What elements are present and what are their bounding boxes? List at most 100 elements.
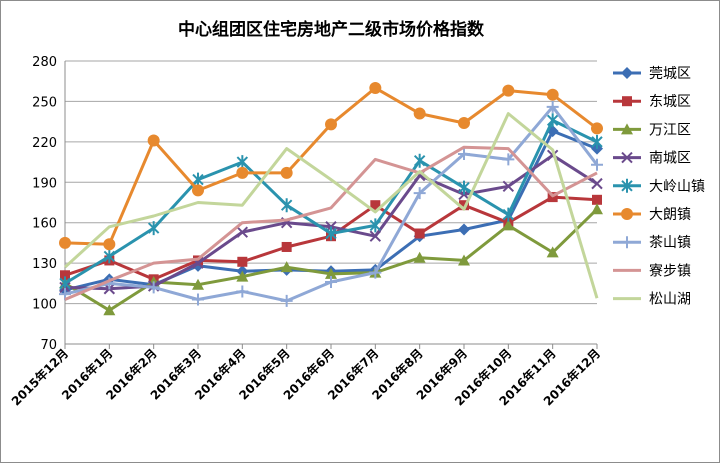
- data-point: [280, 198, 293, 213]
- y-tick-label: 130: [32, 257, 57, 272]
- series-9: [63, 112, 599, 299]
- data-point: [459, 200, 469, 211]
- y-tick-label: 70: [40, 338, 57, 353]
- data-point: [147, 134, 160, 147]
- legend-item: 莞城区: [613, 66, 691, 82]
- legend-label: 茶山镇: [649, 235, 691, 251]
- data-point: [237, 256, 248, 267]
- legend-label: 寮步镇: [649, 262, 691, 279]
- data-point: [502, 207, 515, 222]
- legend-label: 南城区: [649, 151, 691, 167]
- data-point: [369, 81, 382, 94]
- legend-marker: [621, 236, 633, 249]
- series-line: [64, 86, 598, 246]
- data-point: [325, 226, 337, 241]
- legend-item: 东城区: [613, 94, 691, 110]
- data-point: [546, 100, 559, 113]
- y-tick-label: 280: [32, 55, 57, 70]
- series-line: [64, 208, 599, 312]
- data-point: [281, 241, 292, 252]
- axes: 701001301601902202502802015年12月2016年1月20…: [8, 55, 603, 409]
- y-tick-label: 100: [32, 298, 57, 313]
- data-point: [369, 230, 382, 242]
- data-point: [413, 107, 426, 120]
- y-tick-label: 190: [32, 176, 57, 191]
- data-point: [591, 122, 603, 135]
- legend-marker: [621, 151, 633, 164]
- data-point: [413, 153, 426, 168]
- legend-item: 寮步镇: [613, 262, 691, 279]
- data-point: [236, 285, 249, 298]
- data-point: [502, 180, 515, 193]
- data-point: [280, 166, 293, 179]
- data-point: [414, 228, 425, 239]
- legend-label: 大朗镇: [649, 207, 691, 223]
- data-point: [370, 200, 381, 211]
- data-point: [59, 276, 71, 291]
- data-point: [592, 194, 602, 205]
- x-tick-label: 2015年12月: [8, 346, 71, 409]
- data-point: [591, 134, 603, 149]
- data-point: [103, 304, 116, 316]
- series-line: [64, 145, 598, 301]
- legend-marker: [621, 178, 633, 193]
- data-point: [192, 278, 204, 290]
- legend-marker: [621, 123, 633, 135]
- data-point: [591, 158, 603, 171]
- data-point: [369, 218, 382, 233]
- data-point: [458, 223, 470, 236]
- legend-item: 大岭山镇: [613, 178, 705, 195]
- data-point: [413, 251, 426, 263]
- data-point: [458, 116, 470, 129]
- data-point: [546, 113, 559, 128]
- data-point: [60, 270, 70, 281]
- data-point: [59, 236, 71, 249]
- data-point: [236, 270, 249, 282]
- legend-marker: [622, 96, 632, 107]
- data-point: [103, 249, 116, 264]
- y-tick-label: 160: [32, 217, 57, 232]
- data-point: [325, 267, 337, 279]
- series-5: [59, 113, 603, 291]
- series-line: [63, 112, 599, 299]
- data-point: [502, 219, 515, 231]
- data-point: [591, 203, 603, 215]
- series-7: [59, 100, 603, 307]
- data-point: [192, 172, 204, 187]
- data-point: [280, 261, 293, 273]
- legend-label: 大岭山镇: [649, 179, 705, 195]
- data-point: [591, 177, 603, 190]
- data-point: [325, 118, 337, 131]
- y-tick-label: 250: [32, 95, 57, 110]
- data-point: [236, 155, 249, 170]
- data-point: [458, 180, 470, 195]
- legend-label: 松山湖: [649, 292, 691, 308]
- data-point: [192, 293, 204, 306]
- data-point: [458, 147, 470, 160]
- data-point: [325, 276, 337, 289]
- legend-marker: [621, 208, 633, 220]
- data-point: [546, 88, 559, 101]
- legend-label: 万江区: [649, 122, 691, 138]
- data-point: [546, 246, 559, 258]
- legend-item: 松山湖: [613, 292, 691, 308]
- legend-label: 东城区: [649, 94, 691, 110]
- series-8: [64, 145, 598, 301]
- data-point: [192, 184, 204, 197]
- series-6: [59, 81, 603, 251]
- chart-title: 中心组团区住宅房地产二级市场价格指数: [178, 19, 485, 40]
- legend-item: 大朗镇: [613, 207, 691, 223]
- data-point: [236, 166, 249, 179]
- legend-item: 茶山镇: [613, 235, 691, 251]
- y-tick-label: 220: [32, 136, 57, 151]
- data-point: [502, 84, 515, 97]
- legend-marker: [621, 67, 633, 79]
- data-point: [236, 226, 249, 238]
- data-point: [147, 221, 160, 236]
- legend-label: 莞城区: [649, 66, 691, 82]
- data-point: [147, 281, 160, 294]
- data-point: [413, 187, 426, 200]
